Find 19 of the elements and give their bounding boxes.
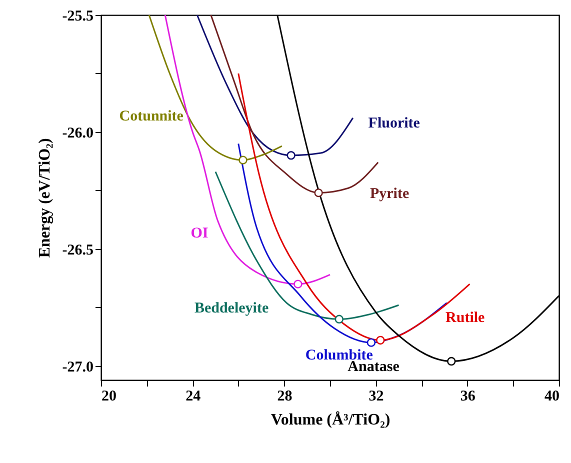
y-tick-label: -26.5 [62,242,94,258]
series-label: Fluorite [368,116,420,132]
x-tick-label: 32 [368,388,384,404]
x-tick-label: 28 [277,388,292,404]
series-label: OI [190,226,208,242]
x-tick-label: 36 [460,388,476,404]
y-tick-label: -27.0 [62,359,94,376]
series-label: Rutile [446,310,486,326]
series-label: Pyrite [370,186,410,202]
y-tick-label: -25.5 [62,8,94,24]
x-tick-label: 20 [102,388,116,404]
x-tick-label: 40 [544,388,560,404]
y-axis-title: Energy (eV/TiO₂) [36,138,54,258]
x-axis-title: Volume (Å³/TiO₂) [270,410,390,428]
series-label: Anatase [348,358,400,375]
series-label: Beddeleyite [194,300,269,316]
series-label: Cotunnite [119,108,184,125]
x-tick-label: 24 [186,388,202,404]
y-tick-label: -26.0 [62,125,94,142]
